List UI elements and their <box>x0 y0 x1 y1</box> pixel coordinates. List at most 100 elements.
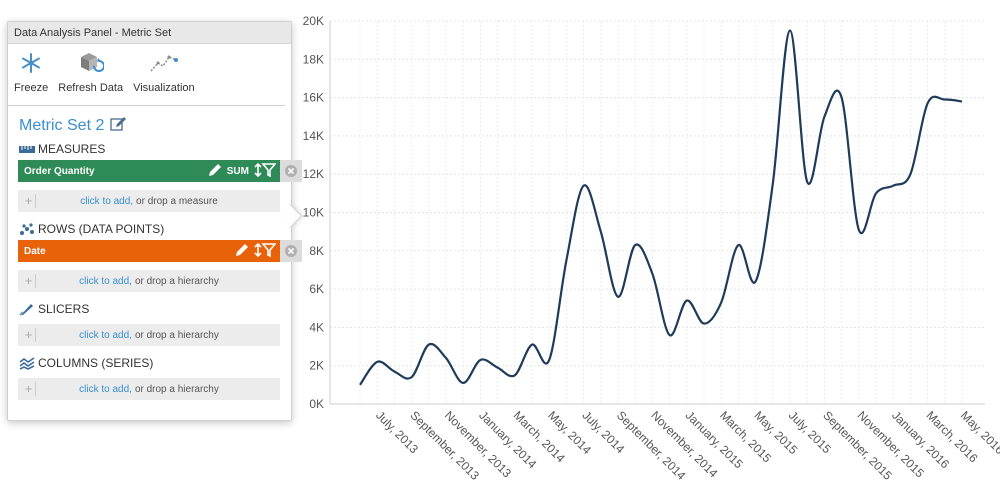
data-point <box>771 182 775 186</box>
data-point <box>358 383 362 387</box>
series-icon <box>19 356 35 370</box>
data-point <box>616 295 620 299</box>
rows-section-header: ROWS (DATA POINTS) <box>8 218 291 240</box>
y-tick-label: 4K <box>309 320 324 334</box>
measures-header-label: MEASURES <box>38 142 106 156</box>
data-point <box>392 369 396 373</box>
data-point <box>444 356 448 360</box>
line-chart-icon <box>149 50 179 76</box>
data-point <box>685 299 689 303</box>
y-tick-label: 14K <box>303 129 324 143</box>
visualization-label: Visualization <box>133 82 195 94</box>
slicers-header-label: SLICERS <box>38 302 90 316</box>
refresh-data-button[interactable]: Refresh Data <box>58 50 123 105</box>
data-point <box>564 258 568 262</box>
data-point <box>410 375 414 379</box>
y-tick-label: 12K <box>303 167 324 181</box>
aggregation-label[interactable]: SUM <box>226 165 249 177</box>
sort-filter-icon[interactable] <box>254 242 277 261</box>
add-measure-link[interactable]: click to add, <box>80 195 134 207</box>
data-point <box>633 243 637 247</box>
column-drop-zone[interactable]: + click to add, or drop a hierarchy <box>18 378 280 400</box>
plus-icon[interactable]: + <box>22 382 36 396</box>
data-point <box>874 191 878 195</box>
series-line <box>359 29 963 386</box>
freeze-button[interactable]: Freeze <box>14 50 48 105</box>
data-point <box>736 243 740 247</box>
drop-measure-text: or drop a measure <box>136 195 218 207</box>
measures-section-header: MEASURES <box>8 138 291 160</box>
refresh-cube-icon <box>76 50 106 76</box>
data-point <box>582 184 586 188</box>
data-point <box>908 172 912 176</box>
y-tick-label: 20K <box>303 14 324 28</box>
y-tick-label: 18K <box>303 52 324 66</box>
close-icon <box>285 245 297 257</box>
data-point <box>702 322 706 326</box>
measure-pill-label: Order Quantity <box>24 165 95 177</box>
data-points-icon <box>19 222 35 236</box>
plus-icon[interactable]: + <box>22 274 36 288</box>
data-point <box>650 272 654 276</box>
data-point <box>427 343 431 347</box>
data-point <box>943 98 947 102</box>
data-point <box>788 29 792 33</box>
data-point <box>461 381 465 385</box>
plus-icon[interactable]: + <box>22 328 36 342</box>
metric-set-name[interactable]: Metric Set 2 <box>19 117 105 134</box>
panel-title: Data Analysis Panel - Metric Set <box>8 22 291 44</box>
edit-pencil-icon[interactable] <box>208 163 222 180</box>
row-pill-date[interactable]: Date <box>18 240 302 262</box>
data-point <box>375 360 379 364</box>
rows-header-label: ROWS (DATA POINTS) <box>38 222 165 236</box>
data-point <box>478 358 482 362</box>
drop-row-text: or drop a hierarchy <box>134 275 219 287</box>
panel-toolbar: Freeze Refresh Data <box>8 44 285 106</box>
row-pill-label: Date <box>24 245 46 257</box>
data-point <box>891 184 895 188</box>
data-point <box>754 279 758 283</box>
ruler-icon <box>19 142 35 156</box>
add-column-link[interactable]: click to add, <box>79 383 132 395</box>
data-point <box>822 115 826 119</box>
remove-measure-button[interactable] <box>280 160 302 182</box>
visualization-button[interactable]: Visualization <box>133 50 195 105</box>
measure-pill-order-quantity[interactable]: Order Quantity SUM <box>18 160 302 182</box>
measure-drop-zone[interactable]: + click to add, or drop a measure <box>18 190 280 212</box>
data-point <box>840 96 844 100</box>
y-tick-label: 16K <box>303 91 324 105</box>
data-point <box>496 366 500 370</box>
y-tick-label: 10K <box>303 206 324 220</box>
row-drop-zone[interactable]: + click to add, or drop a hierarchy <box>18 270 280 292</box>
refresh-data-label: Refresh Data <box>58 82 124 94</box>
data-point <box>547 358 551 362</box>
plus-icon[interactable]: + <box>22 194 36 208</box>
data-point <box>530 343 534 347</box>
columns-header-label: COLUMNS (SERIES) <box>38 356 154 370</box>
data-point <box>599 230 603 234</box>
data-analysis-panel: Data Analysis Panel - Metric Set Freeze <box>7 21 302 421</box>
edit-pencil-icon[interactable] <box>110 116 127 137</box>
y-tick-label: 8K <box>309 244 324 258</box>
remove-row-button[interactable] <box>280 240 302 262</box>
data-point <box>805 180 809 184</box>
sort-filter-icon[interactable] <box>254 162 277 181</box>
close-icon <box>285 165 297 177</box>
edit-pencil-icon[interactable] <box>235 243 249 260</box>
slicers-section-header: SLICERS <box>8 298 291 320</box>
y-tick-label: 6K <box>309 282 324 296</box>
freeze-label: Freeze <box>14 82 49 94</box>
data-point <box>960 99 964 103</box>
add-row-link[interactable]: click to add, <box>79 275 132 287</box>
add-slicer-link[interactable]: click to add, <box>79 329 132 341</box>
data-point <box>926 101 930 105</box>
columns-section-header: COLUMNS (SERIES) <box>8 352 291 374</box>
slicer-drop-zone[interactable]: + click to add, or drop a hierarchy <box>18 324 280 346</box>
metric-set-title: Metric Set 2 <box>8 106 291 138</box>
data-point <box>857 228 861 232</box>
y-tick-label: 0K <box>309 397 324 411</box>
y-tick-label: 2K <box>309 359 324 373</box>
knife-icon <box>19 302 35 316</box>
drop-slicer-text: or drop a hierarchy <box>134 329 219 341</box>
